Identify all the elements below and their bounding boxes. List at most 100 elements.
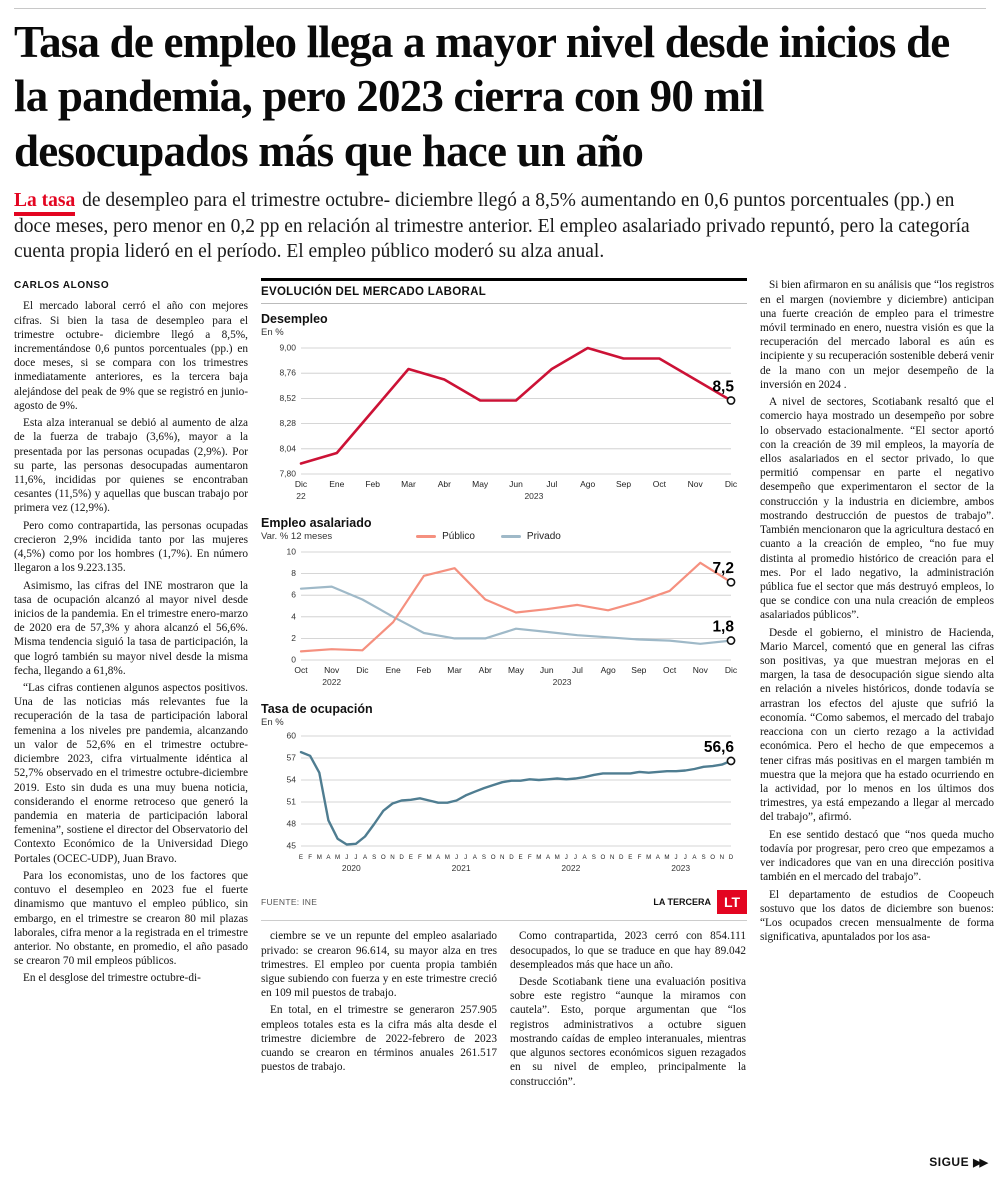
svg-text:O: O [710,854,715,861]
chart-tasa-ocupacion: Tasa de ocupación En % 45 48 51 54 57 60 E F M A M… [261,702,747,882]
svg-text:N: N [390,854,394,861]
svg-text:57: 57 [287,753,297,763]
svg-text:Ene: Ene [386,665,401,675]
svg-text:Abr: Abr [438,479,451,489]
chart-ocupacion-canvas: 45 48 51 54 57 60 E F M A M J J A S O N D E F M A M J J A S O N D E F M A… [261,730,747,882]
paragraph: ciembre se ve un repunte del empleo asal… [261,930,497,1000]
svg-text:M: M [536,854,541,861]
svg-text:0: 0 [291,655,296,665]
chart-desempleo: Desempleo En % 7,80 8,04 8,28 8,52 8,76 9,00 D… [261,312,747,508]
svg-text:Nov: Nov [693,665,709,675]
svg-text:Dic: Dic [295,479,308,489]
svg-text:N: N [500,854,504,861]
svg-text:10: 10 [287,547,297,557]
svg-text:A: A [692,854,697,861]
svg-text:S: S [701,854,705,861]
headline: Tasa de empleo llega a mayor nivel desde… [14,17,950,176]
svg-text:N: N [610,854,614,861]
svg-text:A: A [546,854,551,861]
chart-desempleo-canvas: 7,80 8,04 8,28 8,52 8,76 9,00 Dic Ene Feb Mar Abr M… [261,340,747,508]
svg-text:8,28: 8,28 [279,418,296,428]
svg-text:A: A [656,854,661,861]
svg-text:8: 8 [291,568,296,578]
paragraph: “Las cifras contienen algunos aspectos p… [14,682,248,865]
svg-text:D: D [399,854,404,861]
svg-text:Dic: Dic [725,665,738,675]
svg-text:2022: 2022 [561,863,580,873]
paragraph: Asimismo, las cifras del INE mostraron q… [14,579,248,677]
svg-text:54: 54 [287,775,297,785]
charts-footer: FUENTE: INE LA TERCERA LT [261,886,747,915]
article-body: CARLOS ALONSO El mercado laboral cerró e… [14,278,994,1091]
chart-desempleo-unit: En % [261,327,284,339]
svg-text:2021: 2021 [452,863,471,873]
svg-text:E: E [628,854,632,861]
svg-text:22: 22 [296,491,306,501]
svg-text:Jun: Jun [509,479,523,489]
svg-text:M: M [664,854,669,861]
continues-label: SIGUE [929,1155,970,1169]
paragraph: En ese sentido destacó que “nos queda mu… [760,828,994,884]
charts-panel: EVOLUCIÓN DEL MERCADO LABORAL Desempleo … [261,278,747,915]
svg-text:4: 4 [291,612,296,622]
svg-text:8,52: 8,52 [279,393,296,403]
svg-text:8,5: 8,5 [712,379,734,396]
svg-text:J: J [684,854,687,861]
lede-text: de desempleo para el trimestre octubre- … [14,190,970,262]
svg-text:A: A [363,854,368,861]
left-column: CARLOS ALONSO El mercado laboral cerró e… [14,278,248,1091]
left-column-text: El mercado laboral cerró el año con mejo… [14,299,248,985]
byline: CARLOS ALONSO [14,280,110,292]
chart-empleo-canvas: 0 2 4 6 8 10 Oct Nov Dic Ene Feb Mar Abr May Jun Jul Ago… [261,544,747,694]
svg-text:J: J [345,854,348,861]
paragraph: En total, en el trimestre se generaron 2… [261,1004,497,1074]
chart-ocupacion-unit: En % [261,717,284,729]
lede-kicker: La tasa [14,190,76,217]
paragraph: En el desglose del trimestre octubre-di- [23,972,201,985]
svg-text:D: D [729,854,734,861]
right-column-text: Si bien afirmaron en su análisis que “lo… [760,278,994,944]
charts-section-title: EVOLUCIÓN DEL MERCADO LABORAL [261,281,747,305]
privado-line-swatch [500,535,521,539]
svg-text:Oct: Oct [663,665,677,675]
la-tercera-logo: LT [717,890,747,915]
svg-text:Dic: Dic [356,665,369,675]
svg-text:O: O [381,854,386,861]
svg-text:O: O [601,854,606,861]
svg-text:J: J [354,854,357,861]
middle-column: EVOLUCIÓN DEL MERCADO LABORAL Desempleo … [261,278,747,1091]
svg-text:Mar: Mar [447,665,462,675]
paragraph: Para los economistas, uno de los factore… [14,869,248,968]
chart-empleo-title: Empleo asalariado [261,516,372,531]
svg-text:45: 45 [287,841,297,851]
svg-text:A: A [436,854,441,861]
paragraph: Desde el gobierno, el ministro de Hacien… [760,626,994,824]
svg-text:6: 6 [291,590,296,600]
svg-text:May: May [508,665,525,675]
svg-text:Oct: Oct [294,665,308,675]
svg-text:Ene: Ene [329,479,344,489]
svg-text:2023: 2023 [671,863,690,873]
publico-line-swatch [416,535,437,539]
svg-text:Ago: Ago [580,479,595,489]
chart-credit: LA TERCERA LT [653,890,747,915]
svg-text:A: A [583,854,588,861]
svg-text:7,80: 7,80 [279,469,296,479]
chart-source: FUENTE: INE [261,897,318,908]
continues-marker: SIGUE ▶▶ [929,1155,988,1169]
svg-text:O: O [491,854,496,861]
svg-text:J: J [464,854,467,861]
svg-text:2020: 2020 [342,863,361,873]
svg-text:56,6: 56,6 [704,739,735,756]
svg-text:N: N [720,854,724,861]
svg-text:1,8: 1,8 [712,619,734,636]
svg-text:F: F [418,854,422,861]
svg-text:2: 2 [291,633,296,643]
middle-left-text: ciembre se ve un repunte del empleo asal… [261,929,497,1091]
lede: La tasa de desempleo para el trimestre o… [14,188,986,264]
svg-text:Feb: Feb [417,665,432,675]
svg-text:M: M [445,854,450,861]
svg-text:S: S [592,854,596,861]
svg-text:A: A [473,854,478,861]
